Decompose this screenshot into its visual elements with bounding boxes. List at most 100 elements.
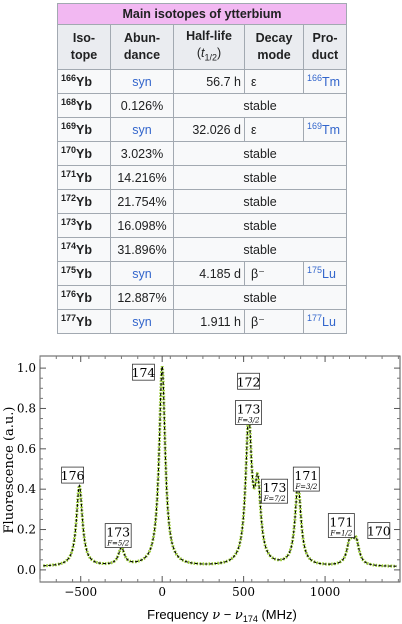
stable-cell: stable xyxy=(173,237,347,262)
isotope-cell[interactable]: 173Yb xyxy=(57,213,111,238)
data-series xyxy=(43,366,398,568)
isotope-cell[interactable]: 174Yb xyxy=(57,237,111,262)
decay-mode-cell: β⁻ xyxy=(244,261,304,286)
peak-label-sub: F=1/2 xyxy=(329,530,353,538)
peak-label-text: 174 xyxy=(132,365,156,380)
decay-mode-cell: β⁻ xyxy=(244,309,304,334)
abundance-cell: 12.887% xyxy=(110,285,174,310)
peak-label-text: 173 xyxy=(237,402,261,417)
isotopes-infobox: Main isotopes of ytterbium Iso-tope Abun… xyxy=(57,3,347,334)
y-axis-label: Fluorescence (a.u.) xyxy=(2,407,17,534)
peak-label-box xyxy=(367,522,391,539)
y-tick-label: 0.2 xyxy=(17,523,36,537)
y-tick-label: 0.4 xyxy=(17,482,36,496)
isotope-row: 173Yb 16.098% stable xyxy=(57,213,347,238)
peak-label-box xyxy=(235,400,262,425)
peak-annotations: 176173F=5/2174172173F=3/2173F=7/2171F=3/… xyxy=(61,363,391,548)
isotope-row: 172Yb 21.754% stable xyxy=(57,189,347,214)
isotope-row: 169Yb syn 32.026 d ε 169Tm xyxy=(57,117,347,142)
isotope-cell[interactable]: 170Yb xyxy=(57,141,111,166)
x-tick-label: −500 xyxy=(64,585,97,599)
halflife-cell: 56.7 h xyxy=(173,69,245,94)
peak-label-text: 171 xyxy=(329,515,353,530)
abundance-cell[interactable]: syn xyxy=(110,261,174,286)
peak-label-box xyxy=(61,466,84,484)
peak-label-sub: F=7/2 xyxy=(263,495,287,503)
isotope-cell[interactable]: 175Yb xyxy=(57,261,111,286)
abundance-cell: 21.754% xyxy=(110,189,174,214)
stable-cell: stable xyxy=(173,141,347,166)
peak-label-box xyxy=(327,513,355,538)
isotope-cell[interactable]: 172Yb xyxy=(57,189,111,214)
stable-cell: stable xyxy=(173,93,347,118)
peak-label-text: 176 xyxy=(61,468,85,483)
peak-label-text: 170 xyxy=(367,524,391,539)
isotope-row: 166Yb syn 56.7 h ε 166Tm xyxy=(57,69,347,94)
abundance-cell: 16.098% xyxy=(110,213,174,238)
isotope-row: 176Yb 12.887% stable xyxy=(57,285,347,310)
isotope-cell[interactable]: 168Yb xyxy=(57,93,111,118)
peak-label-sub: F=3/2 xyxy=(294,483,318,491)
abundance-cell: 3.023% xyxy=(110,141,174,166)
isotope-row: 174Yb 31.896% stable xyxy=(57,237,347,262)
peak-label-box xyxy=(328,513,355,538)
abundance-cell[interactable]: syn xyxy=(110,69,174,94)
header-product: Pro-duct xyxy=(303,24,347,70)
peak-label: 172 xyxy=(237,372,261,390)
peak-label-text: 173 xyxy=(263,480,287,495)
isotope-rows: 166Yb syn 56.7 h ε 166Tm 168Yb 0.126% stable 169… xyxy=(57,69,347,334)
product-cell[interactable]: 175Lu xyxy=(303,261,347,286)
abundance-cell[interactable]: syn xyxy=(110,117,174,142)
stable-cell: stable xyxy=(173,189,347,214)
peak-label-sub: F=3/2 xyxy=(237,417,261,425)
header-decay-mode: Decay mode xyxy=(244,24,304,70)
table-caption: Main isotopes of ytterbium xyxy=(57,3,347,25)
isotope-row: 168Yb 0.126% stable xyxy=(57,93,347,118)
abundance-cell: 0.126% xyxy=(110,93,174,118)
y-tick-label: 0.0 xyxy=(17,563,36,577)
decay-mode-cell: ε xyxy=(244,117,304,142)
isotope-cell[interactable]: 177Yb xyxy=(57,309,111,334)
decay-mode-cell: ε xyxy=(244,69,304,94)
halflife-cell: 1.911 h xyxy=(173,309,245,334)
isotope-row: 170Yb 3.023% stable xyxy=(57,141,347,166)
peak-label-sub: F=5/2 xyxy=(106,540,130,548)
peak-label-text: 173 xyxy=(106,525,130,540)
product-cell[interactable]: 166Tm xyxy=(303,69,347,94)
product-cell[interactable]: 169Tm xyxy=(303,117,347,142)
isotopes-table: Main isotopes of ytterbium Iso-tope Abun… xyxy=(57,3,347,334)
peak-label: 176 xyxy=(61,466,85,484)
isotope-cell[interactable]: 166Yb xyxy=(57,69,111,94)
peak-label-box xyxy=(261,479,288,504)
x-axis-label: Frequency ν − ν174 (MHz) xyxy=(147,607,297,624)
axis-ticks: −500 0 500 1000 0.0 0.2 0.4 0.6 0.8 1.0 xyxy=(17,356,400,599)
peak-label: 174 xyxy=(132,363,156,381)
stable-cell: stable xyxy=(173,165,347,190)
y-tick-label: 0.6 xyxy=(17,442,36,456)
header-halflife: Half-life (t1/2) xyxy=(173,24,245,70)
peak-label-text: 171 xyxy=(294,468,318,483)
header-isotope: Iso-tope xyxy=(57,24,111,70)
halflife-cell: 4.185 d xyxy=(173,261,245,286)
isotope-row: 171Yb 14.216% stable xyxy=(57,165,347,190)
abundance-cell[interactable]: syn xyxy=(110,309,174,334)
peak-label: 170 xyxy=(367,522,391,539)
spectrum-curves xyxy=(43,366,398,568)
y-tick-label: 1.0 xyxy=(17,361,36,375)
isotope-cell[interactable]: 169Yb xyxy=(57,117,111,142)
isotope-cell[interactable]: 176Yb xyxy=(57,285,111,310)
x-tick-label: 0 xyxy=(158,585,166,599)
x-tick-label: 500 xyxy=(232,585,255,599)
y-tick-label: 0.8 xyxy=(17,401,36,415)
peak-label-box xyxy=(104,523,132,548)
isotope-cell[interactable]: 171Yb xyxy=(57,165,111,190)
product-cell[interactable]: 177Lu xyxy=(303,309,347,334)
peak-label-text: 172 xyxy=(237,374,261,389)
peak-label-box xyxy=(292,466,320,492)
peak-label-box xyxy=(237,372,260,390)
